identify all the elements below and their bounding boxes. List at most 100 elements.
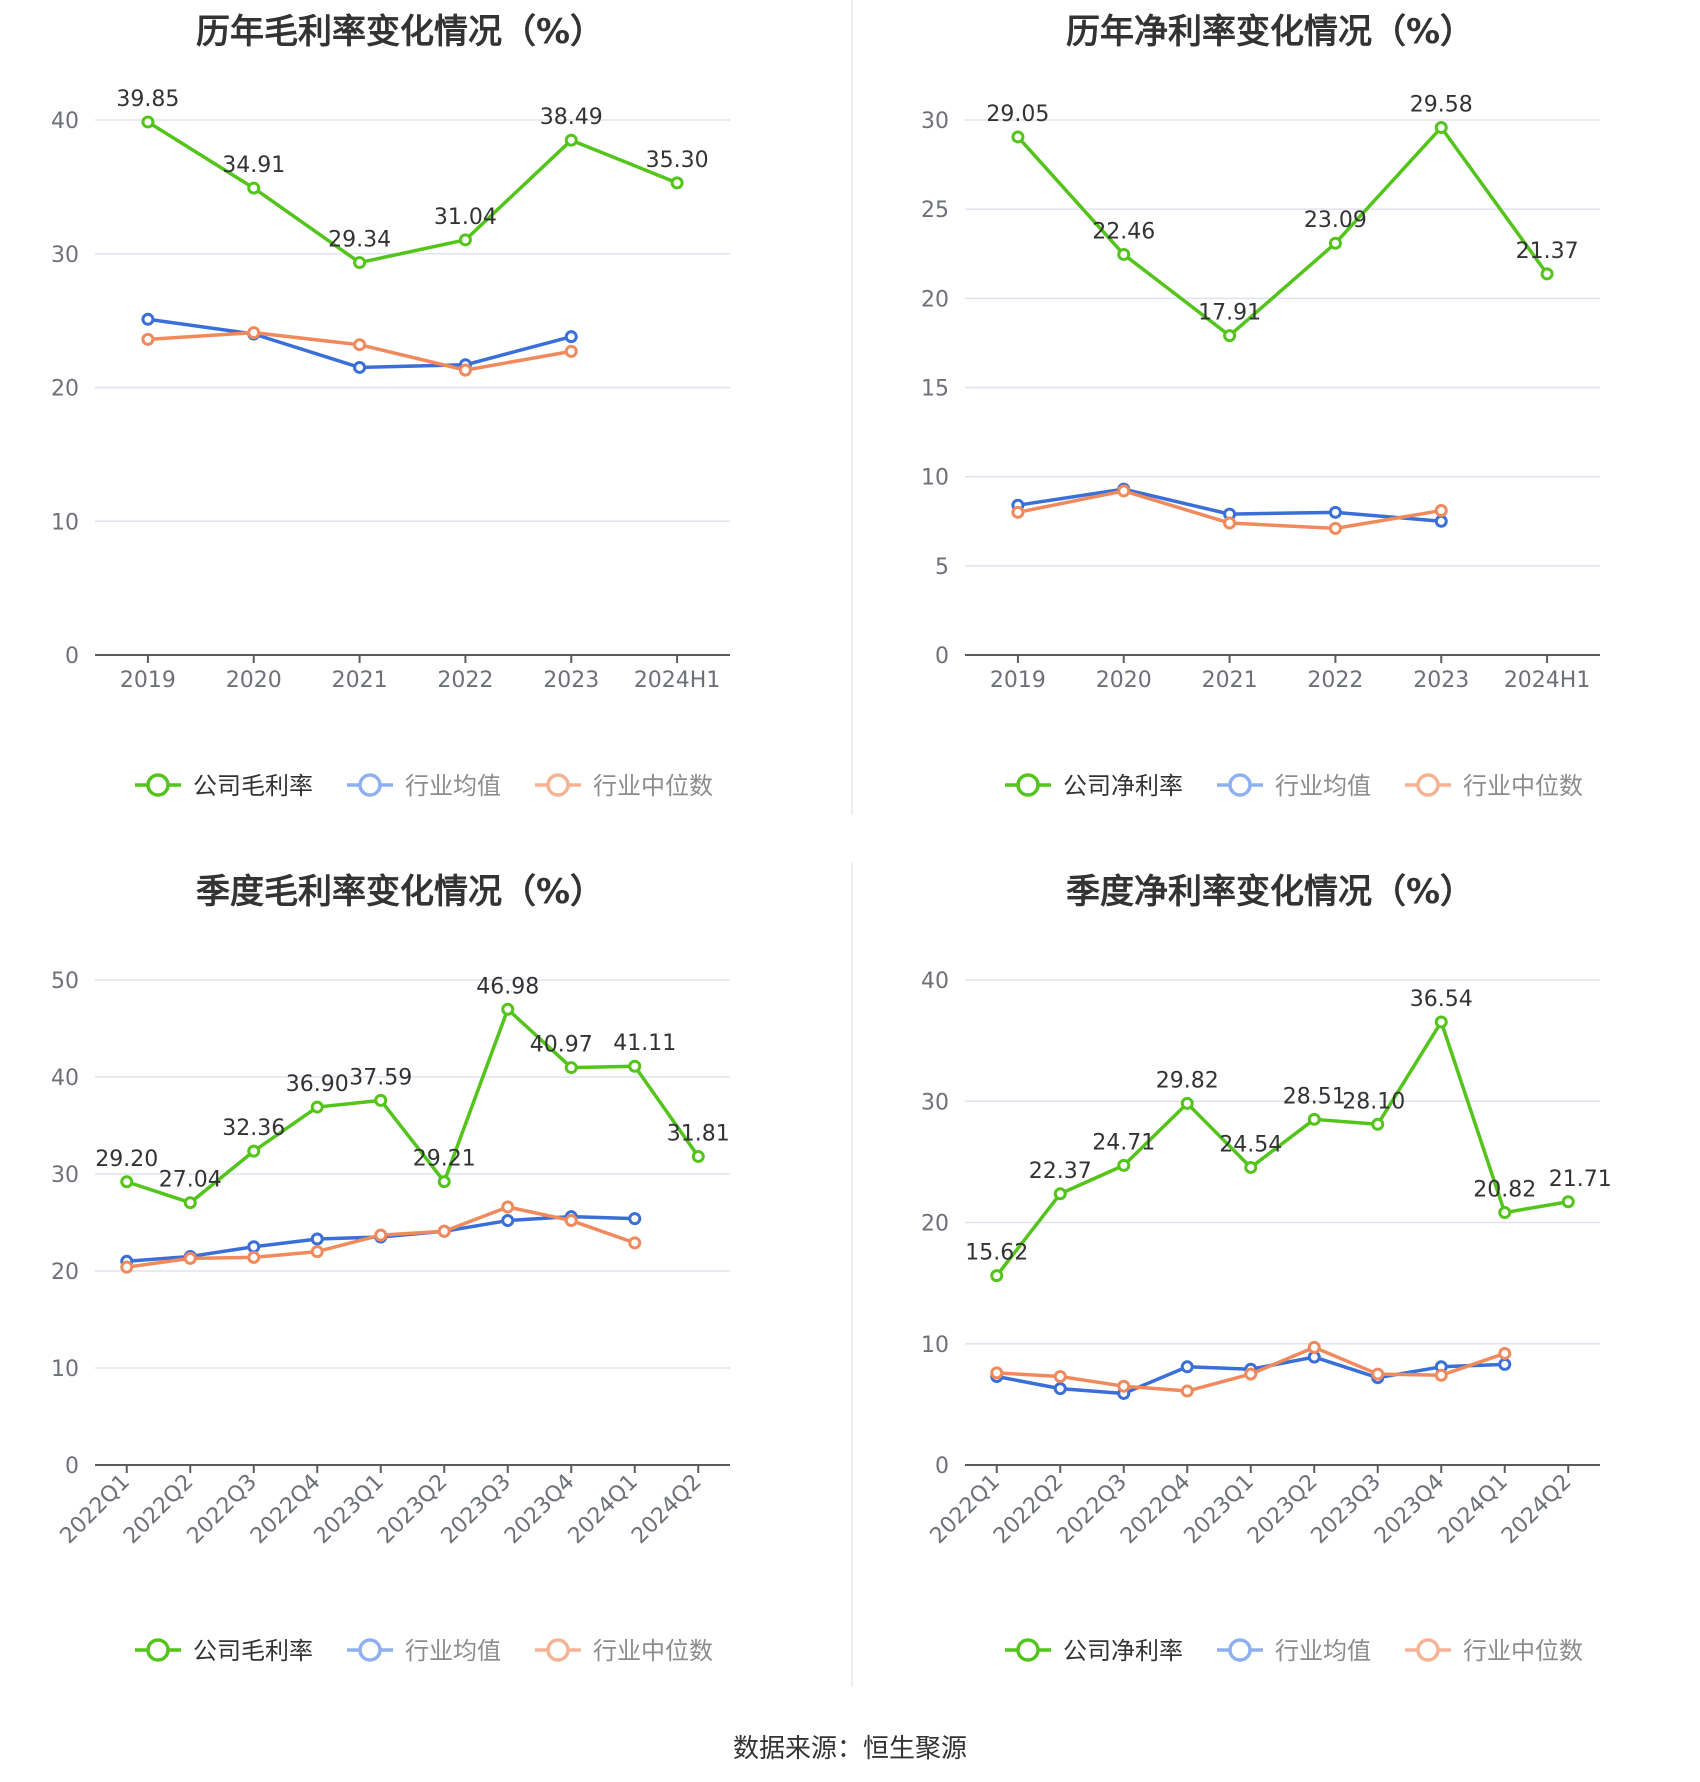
y-tick-label: 0: [65, 1454, 79, 1479]
divider-top: [851, 0, 853, 815]
legend-marker: [548, 1640, 568, 1660]
data-point: [355, 258, 365, 268]
data-point: [503, 1202, 513, 1212]
data-point: [992, 1368, 1002, 1378]
data-label: 23.09: [1304, 208, 1367, 233]
data-point: [992, 1271, 1002, 1281]
legend-label: 行业中位数: [1463, 1637, 1583, 1665]
legend-item: 行业中位数: [1405, 1637, 1583, 1665]
legend-item: 行业均值: [1217, 772, 1371, 800]
data-point: [143, 334, 153, 344]
legend-item: 行业中位数: [1405, 772, 1583, 800]
data-label: 27.04: [159, 1168, 222, 1193]
data-point: [1182, 1386, 1192, 1396]
data-point: [672, 178, 682, 188]
legend-label: 行业中位数: [593, 1637, 713, 1665]
data-point: [1013, 507, 1023, 517]
data-point: [439, 1177, 449, 1187]
data-point: [1373, 1369, 1383, 1379]
data-label: 22.46: [1092, 219, 1155, 244]
x-tick-label: 2023Q1: [1180, 1470, 1259, 1549]
x-tick-label: 2022: [1307, 668, 1363, 693]
x-tick-label: 2024Q1: [1434, 1470, 1513, 1549]
data-point: [1246, 1369, 1256, 1379]
chart-svg: 0 10 20 30 40 2019 2020 2021 2022 2023 2024H1 39.85…: [0, 0, 850, 850]
data-point: [503, 1216, 513, 1226]
x-tick-label: 2019: [990, 668, 1046, 693]
y-tick-label: 10: [51, 510, 79, 535]
legend-item: 行业中位数: [535, 1637, 713, 1665]
y-tick-label: 20: [51, 377, 79, 402]
data-label: 29.05: [986, 102, 1049, 127]
data-point: [1309, 1114, 1319, 1124]
data-point: [630, 1238, 640, 1248]
chart-svg: 0102030402022Q12022Q22022Q32022Q42023Q12…: [870, 860, 1700, 1710]
data-label: 29.58: [1410, 92, 1473, 117]
x-tick-label: 2024H1: [634, 668, 721, 693]
data-point: [1436, 122, 1446, 132]
data-point: [1436, 1370, 1446, 1380]
data-label: 35.30: [646, 148, 709, 173]
x-tick-label: 2022: [437, 668, 493, 693]
data-point: [1436, 516, 1446, 526]
x-tick-label: 2022Q4: [1116, 1470, 1195, 1549]
x-tick-label: 2023Q3: [1307, 1470, 1386, 1549]
legend-item: 公司毛利率: [135, 1637, 313, 1665]
legend-label: 行业均值: [1275, 772, 1371, 800]
y-tick-label: 30: [51, 1163, 79, 1188]
legend-marker: [1230, 1640, 1250, 1660]
data-point: [1330, 507, 1340, 517]
data-point: [1436, 506, 1446, 516]
x-tick-label: 2023Q3: [437, 1470, 516, 1549]
x-tick-label: 2023Q2: [1243, 1470, 1322, 1549]
data-point: [1119, 1160, 1129, 1170]
data-point: [143, 117, 153, 127]
data-source-note: 数据来源：恒生聚源: [0, 1728, 1700, 1765]
data-point: [1436, 1017, 1446, 1027]
data-point: [1330, 523, 1340, 533]
data-point: [1055, 1384, 1065, 1394]
legend-marker: [548, 775, 568, 795]
x-tick-label: 2022Q4: [246, 1470, 325, 1549]
legend-label: 公司净利率: [1063, 772, 1183, 800]
legend-marker: [148, 775, 168, 795]
chart-annual-net-margin: 历年净利率变化情况（%） 0 5 10 15 20 25 30 2019 2020 2021 202…: [870, 0, 1700, 850]
legend-item: 行业均值: [1217, 1637, 1371, 1665]
data-point: [376, 1095, 386, 1105]
data-point: [249, 1146, 259, 1156]
data-point: [1309, 1342, 1319, 1352]
legend-marker: [360, 775, 380, 795]
legend-label: 行业中位数: [1463, 772, 1583, 800]
x-tick-label: 2024Q2: [627, 1470, 706, 1549]
series-line-company: [148, 122, 677, 263]
data-label: 15.62: [965, 1241, 1028, 1266]
x-tick-label: 2023Q2: [373, 1470, 452, 1549]
data-label: 31.04: [434, 205, 497, 230]
data-point: [1182, 1098, 1192, 1108]
data-point: [566, 332, 576, 342]
y-tick-label: 40: [921, 969, 949, 994]
y-tick-label: 30: [51, 243, 79, 268]
y-tick-label: 10: [921, 466, 949, 491]
x-tick-label: 2021: [332, 668, 388, 693]
y-tick-label: 10: [51, 1357, 79, 1382]
data-point: [1182, 1362, 1192, 1372]
data-point: [1055, 1371, 1065, 1381]
data-point: [1500, 1208, 1510, 1218]
legend-marker: [1418, 1640, 1438, 1660]
y-tick-label: 20: [51, 1260, 79, 1285]
y-tick-label: 0: [65, 644, 79, 669]
data-point: [1225, 518, 1235, 528]
data-point: [376, 1230, 386, 1240]
data-point: [1246, 1162, 1256, 1172]
x-tick-label: 2023Q4: [1370, 1470, 1449, 1549]
legend-item: 行业均值: [347, 1637, 501, 1665]
data-label: 29.82: [1156, 1068, 1219, 1093]
data-point: [693, 1151, 703, 1161]
x-tick-label: 2023Q4: [500, 1470, 579, 1549]
x-tick-label: 2022Q1: [926, 1470, 1005, 1549]
y-tick-label: 0: [935, 1454, 949, 1479]
legend-marker: [360, 1640, 380, 1660]
legend-label: 行业均值: [1275, 1637, 1371, 1665]
x-tick-label: 2023Q1: [310, 1470, 389, 1549]
